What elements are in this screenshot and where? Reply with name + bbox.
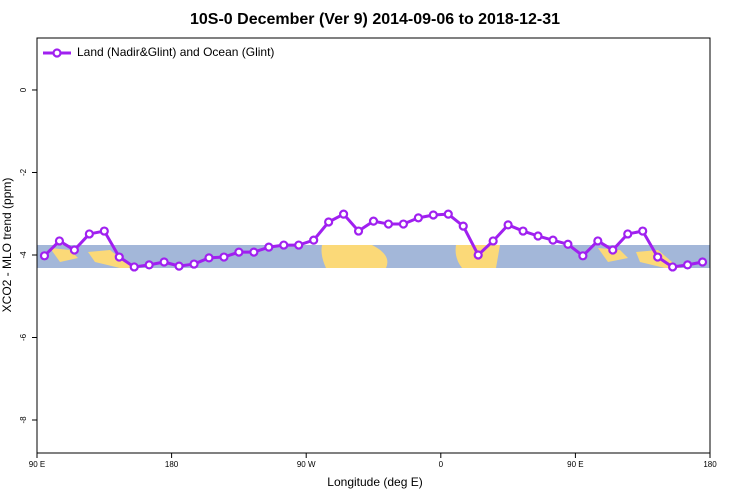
x-tick-label: 180 bbox=[165, 460, 179, 469]
point bbox=[129, 262, 139, 272]
x-tick-label: 90 E bbox=[29, 460, 45, 469]
point bbox=[548, 235, 558, 245]
y-axis-label: XCO2 - MLO trend (ppm) bbox=[0, 178, 14, 313]
point bbox=[159, 257, 169, 267]
point bbox=[249, 247, 259, 257]
point bbox=[324, 217, 334, 227]
point bbox=[503, 220, 513, 230]
point bbox=[189, 259, 199, 269]
point bbox=[204, 253, 214, 263]
point bbox=[697, 257, 708, 267]
x-axis-label: Longitude (deg E) bbox=[327, 475, 422, 489]
y-tick-label: -4 bbox=[19, 251, 28, 259]
point bbox=[623, 229, 633, 239]
point bbox=[398, 219, 409, 229]
point bbox=[488, 236, 498, 246]
point bbox=[593, 236, 603, 246]
point bbox=[638, 226, 648, 236]
point bbox=[279, 240, 289, 250]
point bbox=[84, 229, 94, 239]
point bbox=[533, 231, 543, 241]
y-tick-label: 0 bbox=[19, 87, 28, 92]
y-tick-label: -6 bbox=[19, 333, 28, 341]
y-tick-label: -8 bbox=[19, 416, 28, 424]
point bbox=[144, 260, 154, 270]
point bbox=[518, 226, 528, 236]
point bbox=[473, 250, 483, 260]
point bbox=[383, 219, 394, 229]
point bbox=[443, 209, 453, 219]
point bbox=[413, 213, 423, 223]
point bbox=[174, 261, 184, 271]
point bbox=[264, 242, 274, 252]
point bbox=[428, 210, 438, 220]
land-south-america bbox=[321, 245, 388, 268]
point bbox=[69, 245, 79, 255]
x-tick-label: 180 bbox=[703, 460, 717, 469]
x-tick-label: 0 bbox=[439, 460, 444, 469]
x-tick-label: 90 E bbox=[567, 460, 583, 469]
point bbox=[353, 226, 364, 236]
legend-label: Land (Nadir&Glint) and Ocean (Glint) bbox=[77, 45, 274, 59]
point bbox=[578, 251, 588, 261]
point bbox=[39, 251, 50, 261]
chart-title: 10S-0 December (Ver 9) 2014-09-06 to 201… bbox=[190, 11, 560, 28]
point bbox=[653, 252, 663, 262]
legend-marker bbox=[52, 48, 62, 58]
y-tick-label: -2 bbox=[19, 168, 28, 176]
plot-frame bbox=[36, 37, 711, 454]
point bbox=[668, 262, 678, 272]
point bbox=[219, 252, 229, 262]
point bbox=[682, 260, 693, 270]
point bbox=[458, 221, 468, 231]
point bbox=[309, 235, 319, 245]
point bbox=[234, 247, 244, 257]
point bbox=[294, 240, 304, 250]
point bbox=[608, 245, 618, 255]
point bbox=[338, 209, 349, 219]
point bbox=[563, 239, 573, 249]
point bbox=[114, 252, 124, 262]
x-tick-label: 90 W bbox=[297, 460, 316, 469]
point bbox=[368, 216, 379, 226]
point bbox=[99, 226, 109, 236]
point bbox=[54, 236, 65, 246]
